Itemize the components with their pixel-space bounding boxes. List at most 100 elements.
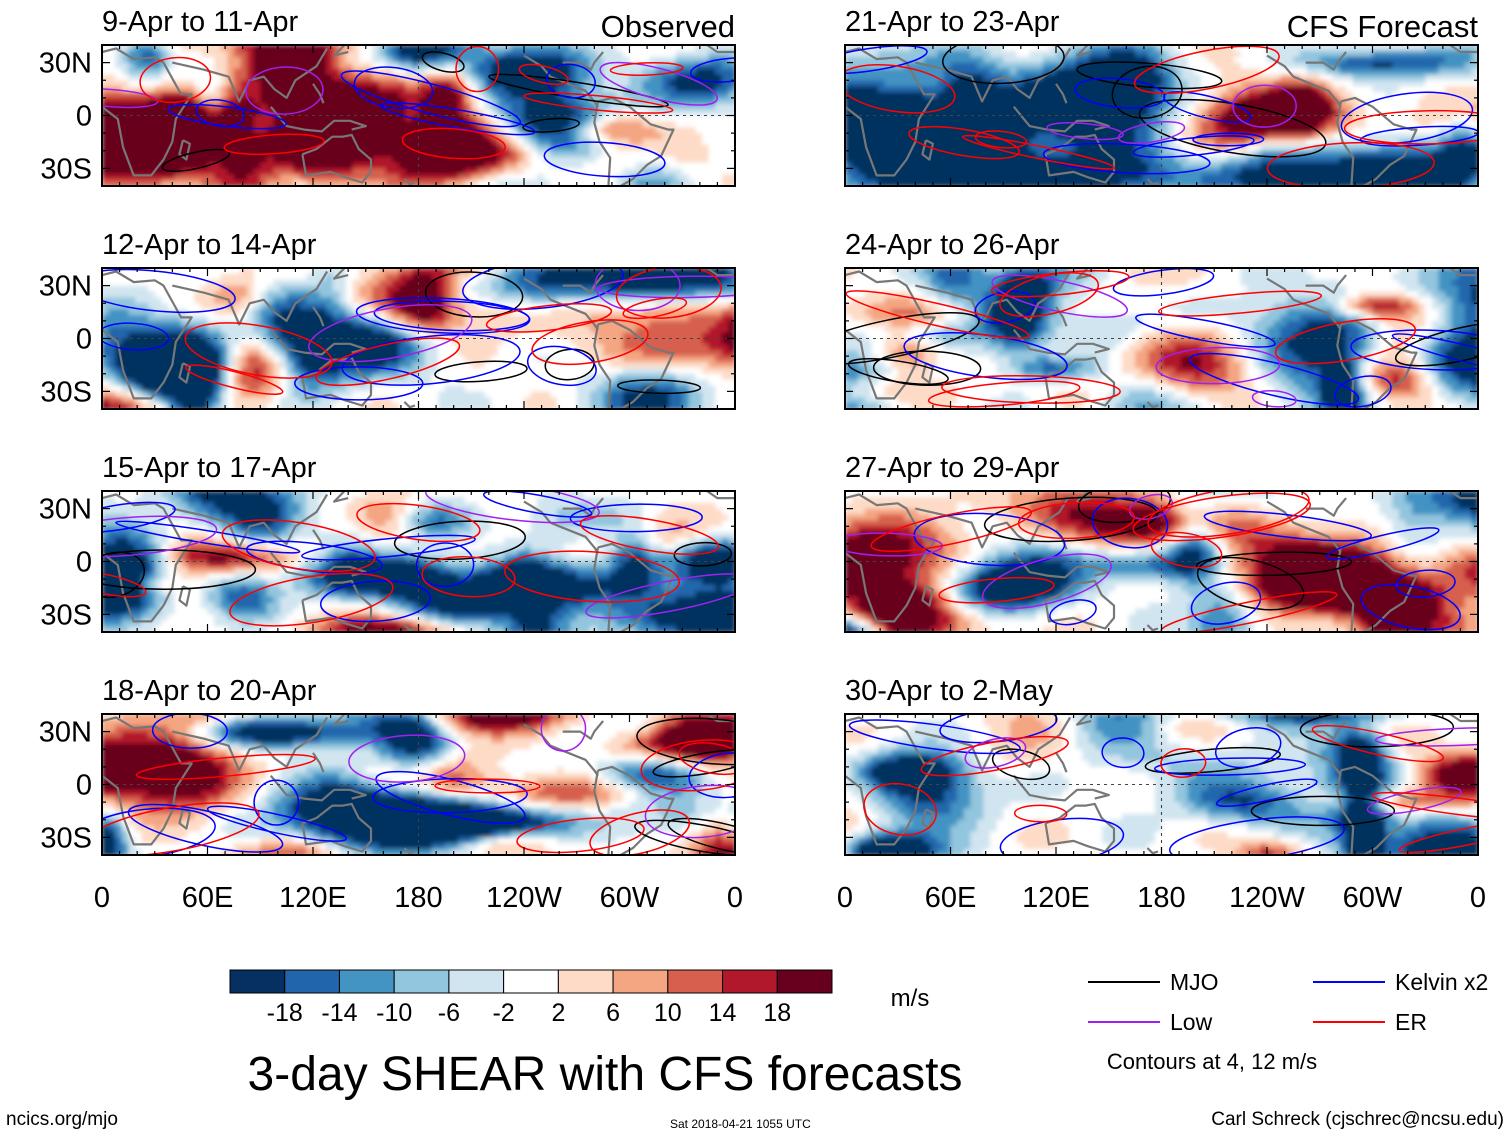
contour-er <box>1274 318 1417 365</box>
colorbar-swatch <box>448 969 505 994</box>
contour-mjo <box>845 312 980 365</box>
figure-title: 3-day SHEAR with CFS forecasts <box>248 1048 963 1101</box>
contour-kelvin-x2 <box>482 491 593 518</box>
panel-date-label: 21-Apr to 23-Apr <box>845 6 1060 38</box>
lon-tick-label: 120W <box>1229 882 1305 914</box>
map-panel: 30N 0 30S 15-Apr to 17-Apr <box>39 452 736 633</box>
contour-er <box>518 63 569 86</box>
contour-er <box>1311 724 1445 763</box>
colorbar-label: -2 <box>492 999 514 1027</box>
colorbar-label: -14 <box>321 999 357 1027</box>
contour-kelvin-x2 <box>569 503 703 533</box>
contour-er <box>999 272 1100 318</box>
contour-er <box>455 45 500 93</box>
contour-er <box>1160 748 1207 778</box>
author-credit: Carl Schreck (cjschrec@ncsu.edu) <box>1211 1109 1504 1130</box>
colorbar-swatch <box>284 969 340 994</box>
colorbar-swatch <box>229 969 286 994</box>
contour-kelvin-x2 <box>1101 737 1145 769</box>
lat-tick-label: 30N <box>39 271 92 303</box>
contour-kelvin-x2 <box>353 66 434 110</box>
contour-er <box>1017 501 1135 540</box>
map-panel: 30N 0 30S 9-Apr to 11-Apr Observed <box>39 6 736 187</box>
colorbar-swatch <box>612 969 669 994</box>
colorbar-label: 2 <box>551 999 565 1027</box>
contour-mjo <box>1250 795 1396 827</box>
contour-kelvin-x2 <box>1326 527 1440 560</box>
contour-er <box>920 735 1069 777</box>
contour-er <box>609 61 684 77</box>
contour-er <box>1133 45 1280 95</box>
colorbar-label: -10 <box>376 999 412 1027</box>
contour-low <box>1232 84 1297 128</box>
contour-er <box>615 268 722 319</box>
colorbar-swatch <box>557 969 614 994</box>
contour-er <box>1150 531 1223 569</box>
colorbar-swatch <box>722 969 778 994</box>
site-link[interactable]: ncics.org/mjo <box>6 1109 118 1130</box>
contour-kelvin-x2 <box>1153 757 1307 776</box>
contour-mjo <box>1144 746 1281 774</box>
panel-date-label: 12-Apr to 14-Apr <box>102 229 317 261</box>
contour-kelvin-x2 <box>1340 91 1474 144</box>
contour-er <box>1371 791 1478 822</box>
contour-low <box>1117 121 1186 145</box>
contour-er <box>401 127 506 160</box>
contour-er <box>941 374 1121 404</box>
colorbar-units: m/s <box>891 985 930 1012</box>
contour-er <box>845 290 1030 340</box>
contour-er <box>1343 109 1478 145</box>
contour-kelvin-x2 <box>462 268 624 310</box>
contour-kelvin-x2 <box>1042 142 1211 175</box>
map-panels: 30N 0 30S 9-Apr to 11-Apr Observed 30N 0 30S 12-… <box>39 6 1479 856</box>
colorbar-label: -6 <box>438 999 460 1027</box>
contour-mjo <box>1138 98 1327 158</box>
contour-low <box>1251 389 1297 408</box>
contour-low <box>594 268 681 312</box>
contour-mjo <box>1111 65 1183 119</box>
lon-tick-label: 0 <box>94 882 110 914</box>
contour-low <box>308 304 473 363</box>
contour-kelvin-x2 <box>195 99 245 128</box>
contour-er <box>1147 491 1310 538</box>
contour-er <box>223 133 325 156</box>
contour-kelvin-x2 <box>848 719 1021 755</box>
contour-er <box>221 519 376 573</box>
contour-kelvin-x2 <box>340 70 522 128</box>
lon-tick-label: 180 <box>1137 882 1185 914</box>
contour-low <box>540 714 587 752</box>
map-panel: 24-Apr to 26-Apr <box>844 229 1479 410</box>
panel-date-label: 27-Apr to 29-Apr <box>845 452 1060 484</box>
contour-mjo <box>1076 61 1223 90</box>
contour-er <box>315 337 461 387</box>
lon-tick-label: 0 <box>727 882 743 914</box>
contour-mjo <box>1299 714 1455 748</box>
contour-kelvin-x2 <box>1334 375 1392 408</box>
colorbar-swatch <box>503 969 559 994</box>
legend-label: Kelvin x2 <box>1395 969 1488 995</box>
lat-tick-label: 30N <box>39 717 92 749</box>
contour-kelvin-x2 <box>1091 497 1169 549</box>
colorbar: -18 -14 -10 -6 -2 2 6 10 14 18 <box>229 969 833 1027</box>
contour-er <box>421 555 516 598</box>
contour-mjo <box>102 549 257 590</box>
contour-kelvin-x2 <box>319 580 432 623</box>
contour-er <box>1013 804 1068 823</box>
contour-mjo <box>673 541 733 567</box>
lat-tick-label: 0 <box>76 770 92 802</box>
contour-mjo <box>434 360 528 383</box>
timestamp: Sat 2018-04-21 1055 UTC <box>670 1117 811 1131</box>
map-panel: 21-Apr to 23-Apr CFS Forecast <box>844 6 1479 187</box>
lon-tick-label: 180 <box>394 882 442 914</box>
contour-mjo <box>667 817 735 855</box>
lon-tick-label: 60E <box>182 882 234 914</box>
contour-kelvin-x2 <box>294 366 424 401</box>
contour-kelvin-x2 <box>102 322 170 351</box>
contour-er <box>974 130 1028 149</box>
colorbar-label: 6 <box>606 999 620 1027</box>
contour-kelvin-x2 <box>102 501 176 534</box>
contour-kelvin-x2 <box>1203 510 1372 542</box>
contour-mjo <box>942 45 1065 85</box>
contour-er <box>102 570 147 598</box>
legend-label: ER <box>1395 1009 1427 1035</box>
